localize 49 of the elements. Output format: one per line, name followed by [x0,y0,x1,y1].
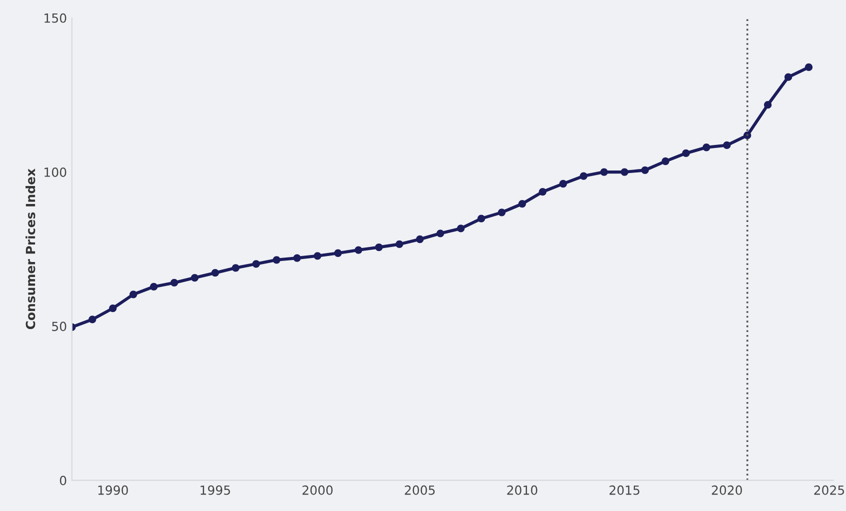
x-tick-label: 2020 [712,485,742,495]
point [641,166,649,174]
x-tick-label: 2005 [404,485,435,495]
point [396,240,404,248]
point [600,168,608,176]
point [456,224,465,232]
y-tick-label: 50 [52,322,66,332]
point [518,200,526,208]
x-tick-label: 2010 [507,485,538,495]
point [559,180,567,188]
point [129,290,138,298]
point [293,254,301,262]
y-axis-title: Consumer Prices Index [26,168,36,330]
point [477,214,486,222]
point [211,269,220,277]
point [170,278,178,287]
y-tick-label: 100 [44,168,66,177]
point [702,144,710,152]
point [88,316,96,324]
point [252,260,260,268]
point [334,249,342,257]
x-tick-label: 1995 [200,485,230,495]
point [580,172,588,180]
point [190,274,199,282]
y-tick-label: 150 [44,13,66,23]
point [375,243,383,252]
x-tick-label: 2015 [610,485,640,495]
point [662,157,670,166]
point [784,73,792,81]
point [109,304,117,312]
point [764,101,772,109]
y-tick-label: 0 [60,476,66,486]
point [436,230,444,238]
x-tick-label: 1990 [98,485,128,495]
point [354,246,362,254]
x-tick-label: 2000 [302,485,333,495]
point [538,188,546,196]
point [416,235,424,244]
point [682,149,690,158]
point [232,264,240,272]
point [804,63,813,72]
point [498,208,506,216]
point [150,282,158,291]
point [272,256,280,264]
point [314,252,322,260]
x-tick-label: 2025 [814,485,844,495]
point [620,168,628,176]
point [744,132,752,140]
point [723,141,731,150]
